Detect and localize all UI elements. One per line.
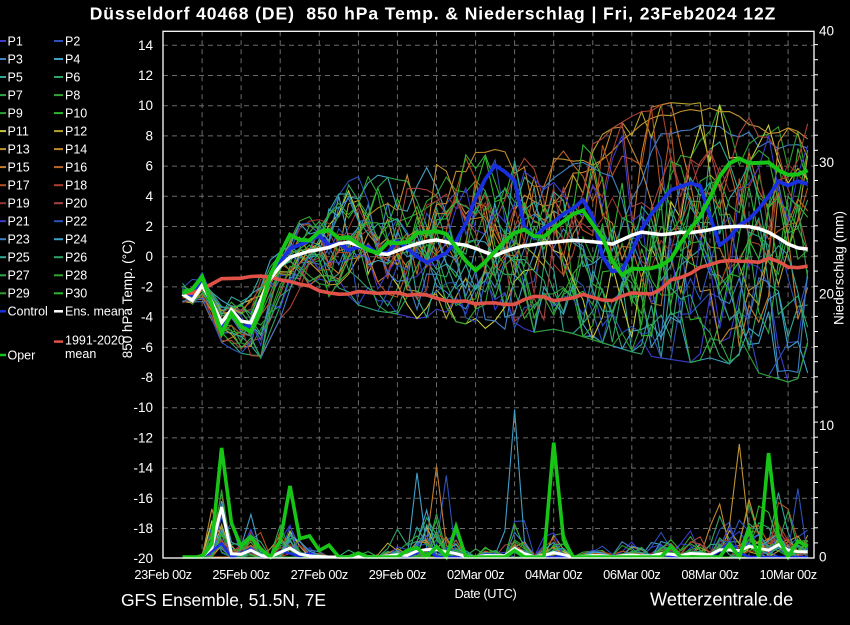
svg-text:8: 8 — [145, 128, 153, 143]
svg-text:0: 0 — [145, 249, 153, 264]
svg-text:P13: P13 — [8, 142, 30, 156]
svg-text:P14: P14 — [65, 142, 87, 156]
svg-text:04Mar 00z: 04Mar 00z — [525, 567, 582, 582]
svg-text:P10: P10 — [65, 106, 87, 120]
svg-text:-4: -4 — [141, 310, 153, 325]
svg-text:Oper: Oper — [8, 348, 36, 362]
svg-text:P3: P3 — [8, 52, 23, 66]
svg-text:12: 12 — [138, 68, 153, 83]
svg-text:Date (UTC): Date (UTC) — [455, 586, 517, 601]
svg-text:20: 20 — [819, 287, 834, 302]
svg-text:Ens. mean: Ens. mean — [65, 305, 125, 319]
svg-text:27Feb 00z: 27Feb 00z — [291, 567, 348, 582]
svg-text:P8: P8 — [65, 88, 80, 102]
svg-text:-20: -20 — [133, 551, 153, 566]
svg-text:P4: P4 — [65, 52, 80, 66]
svg-text:P25: P25 — [8, 251, 30, 265]
svg-text:P12: P12 — [65, 124, 87, 138]
svg-text:Niederschlag (mm): Niederschlag (mm) — [832, 211, 847, 325]
svg-text:4: 4 — [145, 189, 153, 204]
svg-text:Wetterzentrale.de: Wetterzentrale.de — [650, 590, 793, 610]
svg-text:25Feb 00z: 25Feb 00z — [212, 567, 269, 582]
svg-text:0: 0 — [819, 550, 827, 565]
svg-text:40: 40 — [819, 24, 834, 39]
svg-text:Düsseldorf 40468 (DE) 850 hPa: Düsseldorf 40468 (DE) 850 hPa Temp. & Ni… — [90, 4, 776, 24]
svg-text:10Mar 00z: 10Mar 00z — [759, 567, 816, 582]
svg-text:P11: P11 — [8, 124, 29, 138]
svg-text:P26: P26 — [65, 251, 87, 265]
svg-text:P6: P6 — [65, 70, 80, 84]
svg-text:06Mar 00z: 06Mar 00z — [603, 567, 660, 582]
svg-text:GFS Ensemble, 51.5N, 7E: GFS Ensemble, 51.5N, 7E — [121, 590, 326, 610]
svg-text:P21: P21 — [8, 215, 30, 229]
svg-text:P9: P9 — [8, 106, 23, 120]
svg-text:Control: Control — [8, 305, 48, 319]
svg-text:02Mar 00z: 02Mar 00z — [447, 567, 504, 582]
svg-text:-2: -2 — [141, 279, 153, 294]
svg-text:10: 10 — [819, 418, 834, 433]
svg-text:P5: P5 — [8, 70, 23, 84]
svg-text:10: 10 — [138, 98, 153, 113]
svg-text:P28: P28 — [65, 269, 87, 283]
svg-text:P19: P19 — [8, 197, 30, 211]
svg-text:6: 6 — [145, 159, 153, 174]
svg-text:-6: -6 — [141, 340, 153, 355]
svg-text:14: 14 — [138, 38, 154, 53]
svg-text:P30: P30 — [65, 287, 87, 301]
svg-text:P27: P27 — [8, 269, 30, 283]
svg-text:-16: -16 — [133, 491, 153, 506]
svg-text:1991-2020: 1991-2020 — [65, 334, 125, 348]
svg-text:P22: P22 — [65, 215, 87, 229]
svg-text:-14: -14 — [133, 461, 153, 476]
svg-text:30: 30 — [819, 155, 834, 170]
svg-text:P29: P29 — [8, 287, 30, 301]
svg-text:-10: -10 — [133, 400, 153, 415]
svg-text:29Feb 00z: 29Feb 00z — [369, 567, 426, 582]
svg-text:P16: P16 — [65, 160, 87, 174]
svg-text:08Mar 00z: 08Mar 00z — [681, 567, 738, 582]
svg-text:2: 2 — [145, 219, 153, 234]
svg-text:P23: P23 — [8, 233, 30, 247]
svg-text:P2: P2 — [65, 34, 80, 48]
svg-text:P1: P1 — [8, 34, 23, 48]
svg-text:P24: P24 — [65, 233, 87, 247]
svg-text:P7: P7 — [8, 88, 23, 102]
svg-text:P15: P15 — [8, 160, 30, 174]
svg-text:P18: P18 — [65, 179, 87, 193]
svg-text:-12: -12 — [133, 430, 153, 445]
svg-text:-8: -8 — [141, 370, 153, 385]
svg-text:23Feb 00z: 23Feb 00z — [134, 567, 191, 582]
svg-text:mean: mean — [65, 347, 96, 361]
svg-text:850 hPa Temp. (°C): 850 hPa Temp. (°C) — [120, 240, 135, 358]
svg-text:P17: P17 — [8, 179, 30, 193]
svg-text:-18: -18 — [133, 521, 153, 536]
svg-text:P20: P20 — [65, 197, 87, 211]
